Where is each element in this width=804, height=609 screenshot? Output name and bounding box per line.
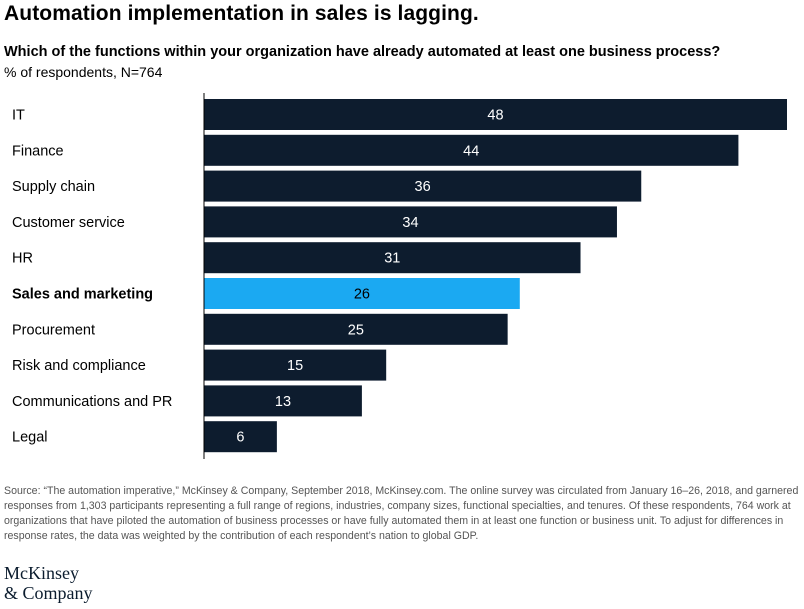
category-label: Legal — [12, 430, 47, 446]
chart-subtitle: Which of the functions within your organ… — [4, 44, 721, 60]
category-label: Communications and PR — [12, 394, 172, 410]
value-label: 25 — [348, 322, 364, 338]
logo-line-1: McKinsey — [4, 563, 79, 583]
bar — [204, 134, 739, 166]
bar — [204, 170, 642, 202]
value-label: 34 — [402, 215, 418, 231]
logo-line-2: & Company — [4, 583, 93, 603]
value-label: 44 — [463, 143, 479, 159]
source-note: Source: “The automation imperative,” McK… — [4, 485, 799, 543]
category-label: Supply chain — [12, 179, 95, 195]
chart-title: Automation implementation in sales is la… — [4, 2, 479, 25]
category-label: IT — [12, 108, 25, 124]
bar — [204, 99, 787, 130]
unit-note: % of respondents, N=764 — [4, 64, 163, 80]
category-label: Procurement — [12, 322, 95, 338]
mckinsey-logo: McKinsey & Company — [4, 563, 93, 603]
value-label: 6 — [236, 430, 244, 446]
category-label: HR — [12, 251, 33, 267]
bar — [204, 278, 520, 309]
bar — [204, 349, 387, 381]
value-label: 36 — [415, 179, 431, 195]
bar — [204, 385, 362, 417]
bar — [204, 313, 508, 345]
value-label: 26 — [354, 287, 370, 303]
bar-chart: IT 48 Finance 44 Supply chain 36 Customer serv… — [12, 93, 787, 459]
bar — [204, 242, 581, 274]
value-label: 48 — [487, 108, 503, 124]
bar — [204, 206, 617, 238]
category-label: Finance — [12, 143, 64, 159]
bar — [204, 421, 277, 453]
value-label: 31 — [384, 251, 400, 267]
value-label: 13 — [275, 394, 291, 410]
category-label: Risk and compliance — [12, 358, 146, 374]
category-label: Sales and marketing — [12, 287, 153, 303]
value-label: 15 — [287, 358, 303, 374]
category-label: Customer service — [12, 215, 125, 231]
